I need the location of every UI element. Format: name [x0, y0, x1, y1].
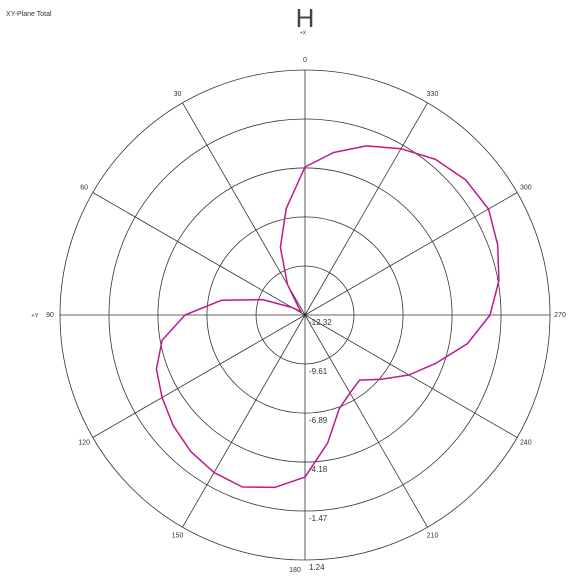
- grid-spoke: [304, 314, 518, 438]
- grid-spoke: [182, 102, 306, 316]
- chart-title: H: [296, 3, 315, 33]
- y-axis-label: +Y: [31, 314, 39, 320]
- theta-tick-label: 210: [427, 533, 439, 540]
- chart-subtitle: XY-Plane Total: [6, 11, 52, 18]
- r-tick-label: -12.32: [309, 318, 332, 327]
- r-tick-label: 1.24: [309, 563, 325, 572]
- grid-spoke: [92, 192, 306, 316]
- theta-tick-label: 90: [46, 312, 54, 319]
- theta-tick-label: 0: [303, 57, 307, 64]
- r-tick-label: -6.89: [309, 416, 328, 425]
- theta-tick-label: 180: [289, 567, 301, 574]
- r-tick-label: -4.18: [309, 465, 328, 474]
- theta-tick-label: 120: [78, 439, 90, 446]
- grid-spoke: [304, 192, 518, 316]
- grid-spoke: [304, 102, 428, 316]
- x-axis-label: +X: [300, 30, 307, 36]
- theta-tick-label: 330: [427, 91, 439, 98]
- grid-spoke: [92, 314, 306, 438]
- pattern-line: [155, 145, 500, 489]
- theta-tick-label: 60: [80, 184, 88, 191]
- theta-tick-label: 240: [520, 439, 532, 446]
- theta-tick-label: 300: [520, 184, 532, 191]
- theta-tick-label: 150: [172, 533, 184, 540]
- r-tick-label: -9.61: [309, 367, 328, 376]
- theta-tick-label: 30: [174, 91, 182, 98]
- grid-spoke: [182, 314, 306, 528]
- theta-tick-label: 270: [554, 312, 566, 319]
- r-tick-label: -1.47: [309, 514, 328, 523]
- grid-spoke: [304, 314, 428, 528]
